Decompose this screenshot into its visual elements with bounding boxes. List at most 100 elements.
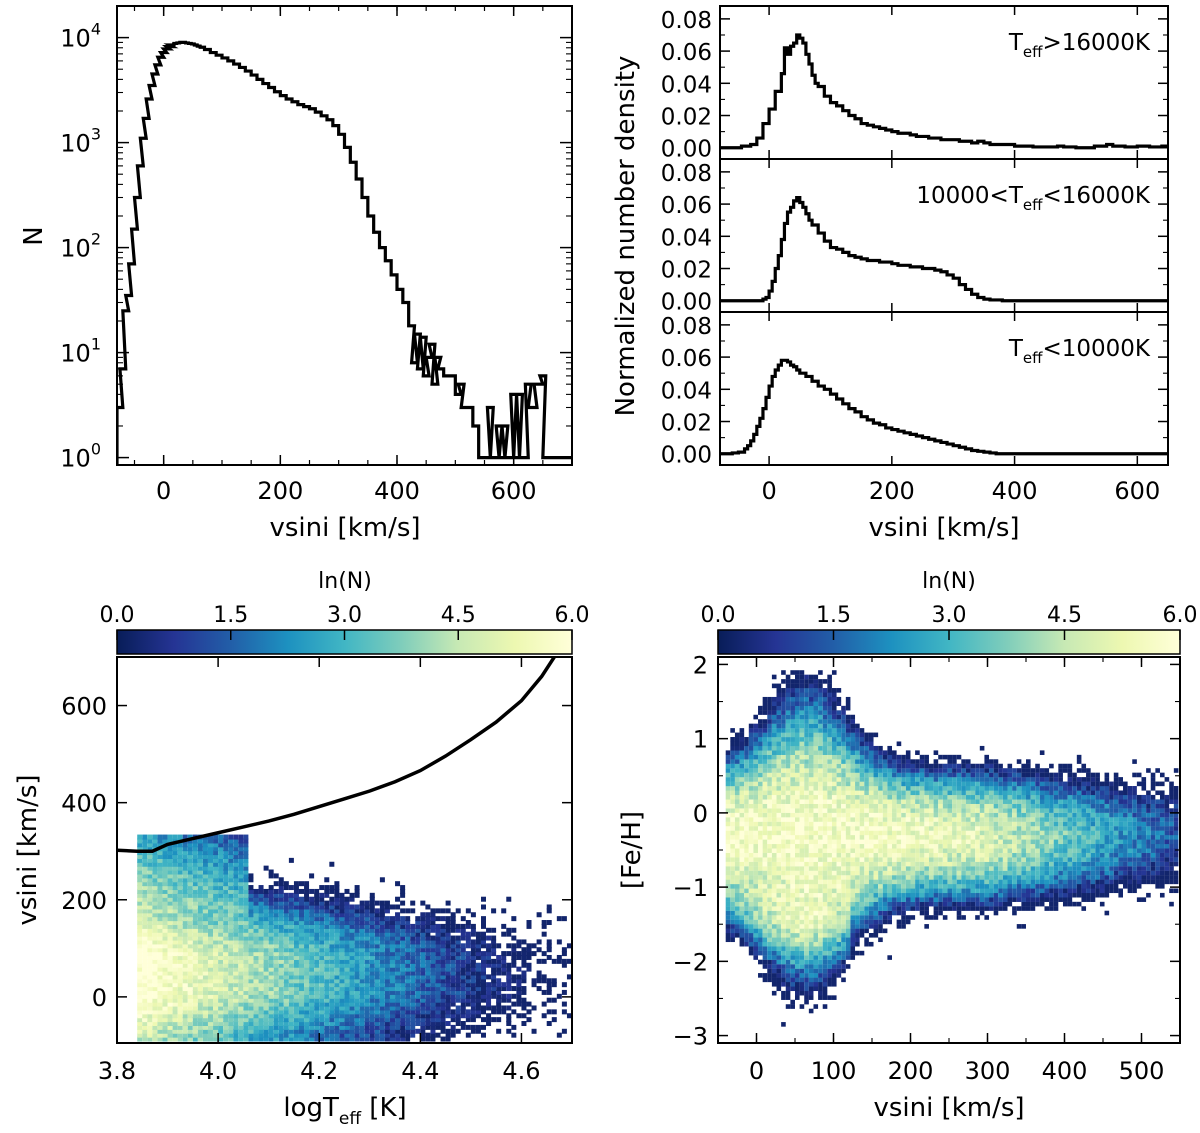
bl-heat-cell [455, 943, 461, 949]
bl-heat-cell [374, 1009, 380, 1015]
br-heat-cell [831, 910, 837, 916]
bl-heat-cell [374, 1021, 380, 1027]
bl-heat-cell [561, 958, 567, 964]
br-heat-cell [808, 884, 814, 889]
bl-heat-cell [506, 993, 512, 999]
br-heat-cell [813, 799, 819, 804]
bl-heat-cell [359, 954, 365, 960]
bl-heat-cell [187, 947, 193, 953]
bl-heat-cell [400, 978, 406, 984]
bl-heat-cell [425, 970, 431, 976]
bl-heat-cell [233, 834, 239, 840]
bl-heat-cell [248, 927, 254, 933]
bl-heat-cell [263, 1028, 269, 1034]
bl-heat-cell [526, 947, 532, 953]
bl-heat-cell [172, 896, 178, 902]
bl-heat-cell [546, 947, 552, 953]
bl-heat-cell [228, 923, 234, 929]
br-heat-cell [734, 932, 740, 938]
br-heat-cell [781, 861, 786, 867]
bl-heat-cell [192, 1001, 198, 1007]
bl-heat-cell [364, 1001, 370, 1007]
bl-heat-cell [253, 888, 259, 894]
bl-heat-cell [359, 931, 365, 937]
br-heat-cell [776, 723, 782, 729]
br-heat-cell [739, 768, 745, 773]
br-heat-cell [818, 981, 823, 987]
bl-heat-cell [208, 900, 213, 906]
bl-heat-cell [334, 931, 340, 937]
bl-heat-cell [309, 978, 315, 984]
bl-heat-cell [213, 908, 219, 914]
br-heat-cell [808, 888, 814, 894]
bl-heat-cell [223, 931, 229, 937]
bl-heat-cell [273, 1032, 279, 1038]
bl-heat-cell [293, 1005, 299, 1011]
bl-heat-cell [142, 1032, 148, 1038]
bl-heat-cell [369, 896, 375, 902]
br-heat-cell [818, 688, 823, 693]
br-heat-cell [748, 754, 754, 760]
bl-heat-cell [177, 1005, 183, 1011]
bl-heat-cell [516, 1001, 522, 1007]
br-heat-cell [804, 719, 809, 724]
bl-heat-cell [202, 838, 208, 844]
br-heat-cell [790, 741, 795, 747]
bl-heat-cell [162, 920, 168, 926]
bl-heat-cell [425, 912, 431, 918]
bl-heat-cell [288, 900, 294, 906]
bl-heat-cell [167, 885, 173, 891]
br-heat-cell [776, 959, 782, 965]
bl-heat-cell [192, 993, 198, 999]
bl-heat-cell [364, 1032, 370, 1038]
br-heat-cell [795, 852, 800, 858]
br-heat-cell [818, 754, 823, 760]
bl-heat-cell [147, 954, 153, 960]
bl-heat-cell [405, 1024, 411, 1030]
bl-heat-cell [293, 982, 299, 988]
bl-heat-cell [374, 900, 380, 906]
bl-heat-cell [455, 1017, 461, 1023]
br-heat-cell [831, 973, 837, 978]
bl-heat-cell [319, 958, 325, 964]
bl-heat-cell [364, 1021, 370, 1027]
br-heat-cell [739, 919, 745, 925]
br-heat-cell [758, 950, 763, 956]
bl-heat-cell [329, 970, 335, 976]
bl-heat-cell [167, 1013, 173, 1019]
br-heat-cell [771, 941, 777, 947]
bl-heat-cell [359, 1017, 365, 1023]
br-heat-cell [734, 897, 740, 902]
bl-heat-cell [359, 970, 365, 976]
br-heat-cell [795, 870, 800, 876]
br-heat-cell [822, 835, 828, 840]
bl-heat-cell [430, 920, 436, 926]
bl-heat-cell [233, 1017, 239, 1023]
br-heat-cell [776, 745, 782, 751]
bl-heat-cell [223, 834, 229, 840]
br-heat-cell [753, 924, 759, 929]
br-heat-cell [781, 759, 786, 764]
bl-heat-cell [465, 1009, 471, 1015]
bl-heat-cell [299, 923, 304, 929]
bl-heat-cell [435, 939, 441, 945]
br-heat-cell [813, 723, 819, 729]
bl-heat-cell [425, 962, 431, 968]
bl-heat-cell [329, 982, 335, 988]
bl-heat-cell [243, 1024, 249, 1030]
tl-xtick-label: 200 [257, 477, 303, 505]
bl-heat-cell [283, 993, 289, 999]
br-heat-cell [767, 790, 772, 796]
bl-heat-cell [521, 986, 527, 992]
bl-heat-cell [324, 935, 330, 941]
br-heat-cell [767, 701, 772, 706]
br-heat-cell [841, 919, 846, 925]
br-heat-cell [771, 870, 777, 876]
bl-heat-cell [334, 958, 340, 964]
br-heat-cell [818, 968, 823, 974]
br-heat-cell [734, 861, 740, 867]
br-heat-cell [831, 959, 837, 965]
br-heat-cell [804, 861, 809, 867]
bl-heat-cell [405, 1009, 411, 1015]
br-heat-cell [758, 830, 763, 836]
